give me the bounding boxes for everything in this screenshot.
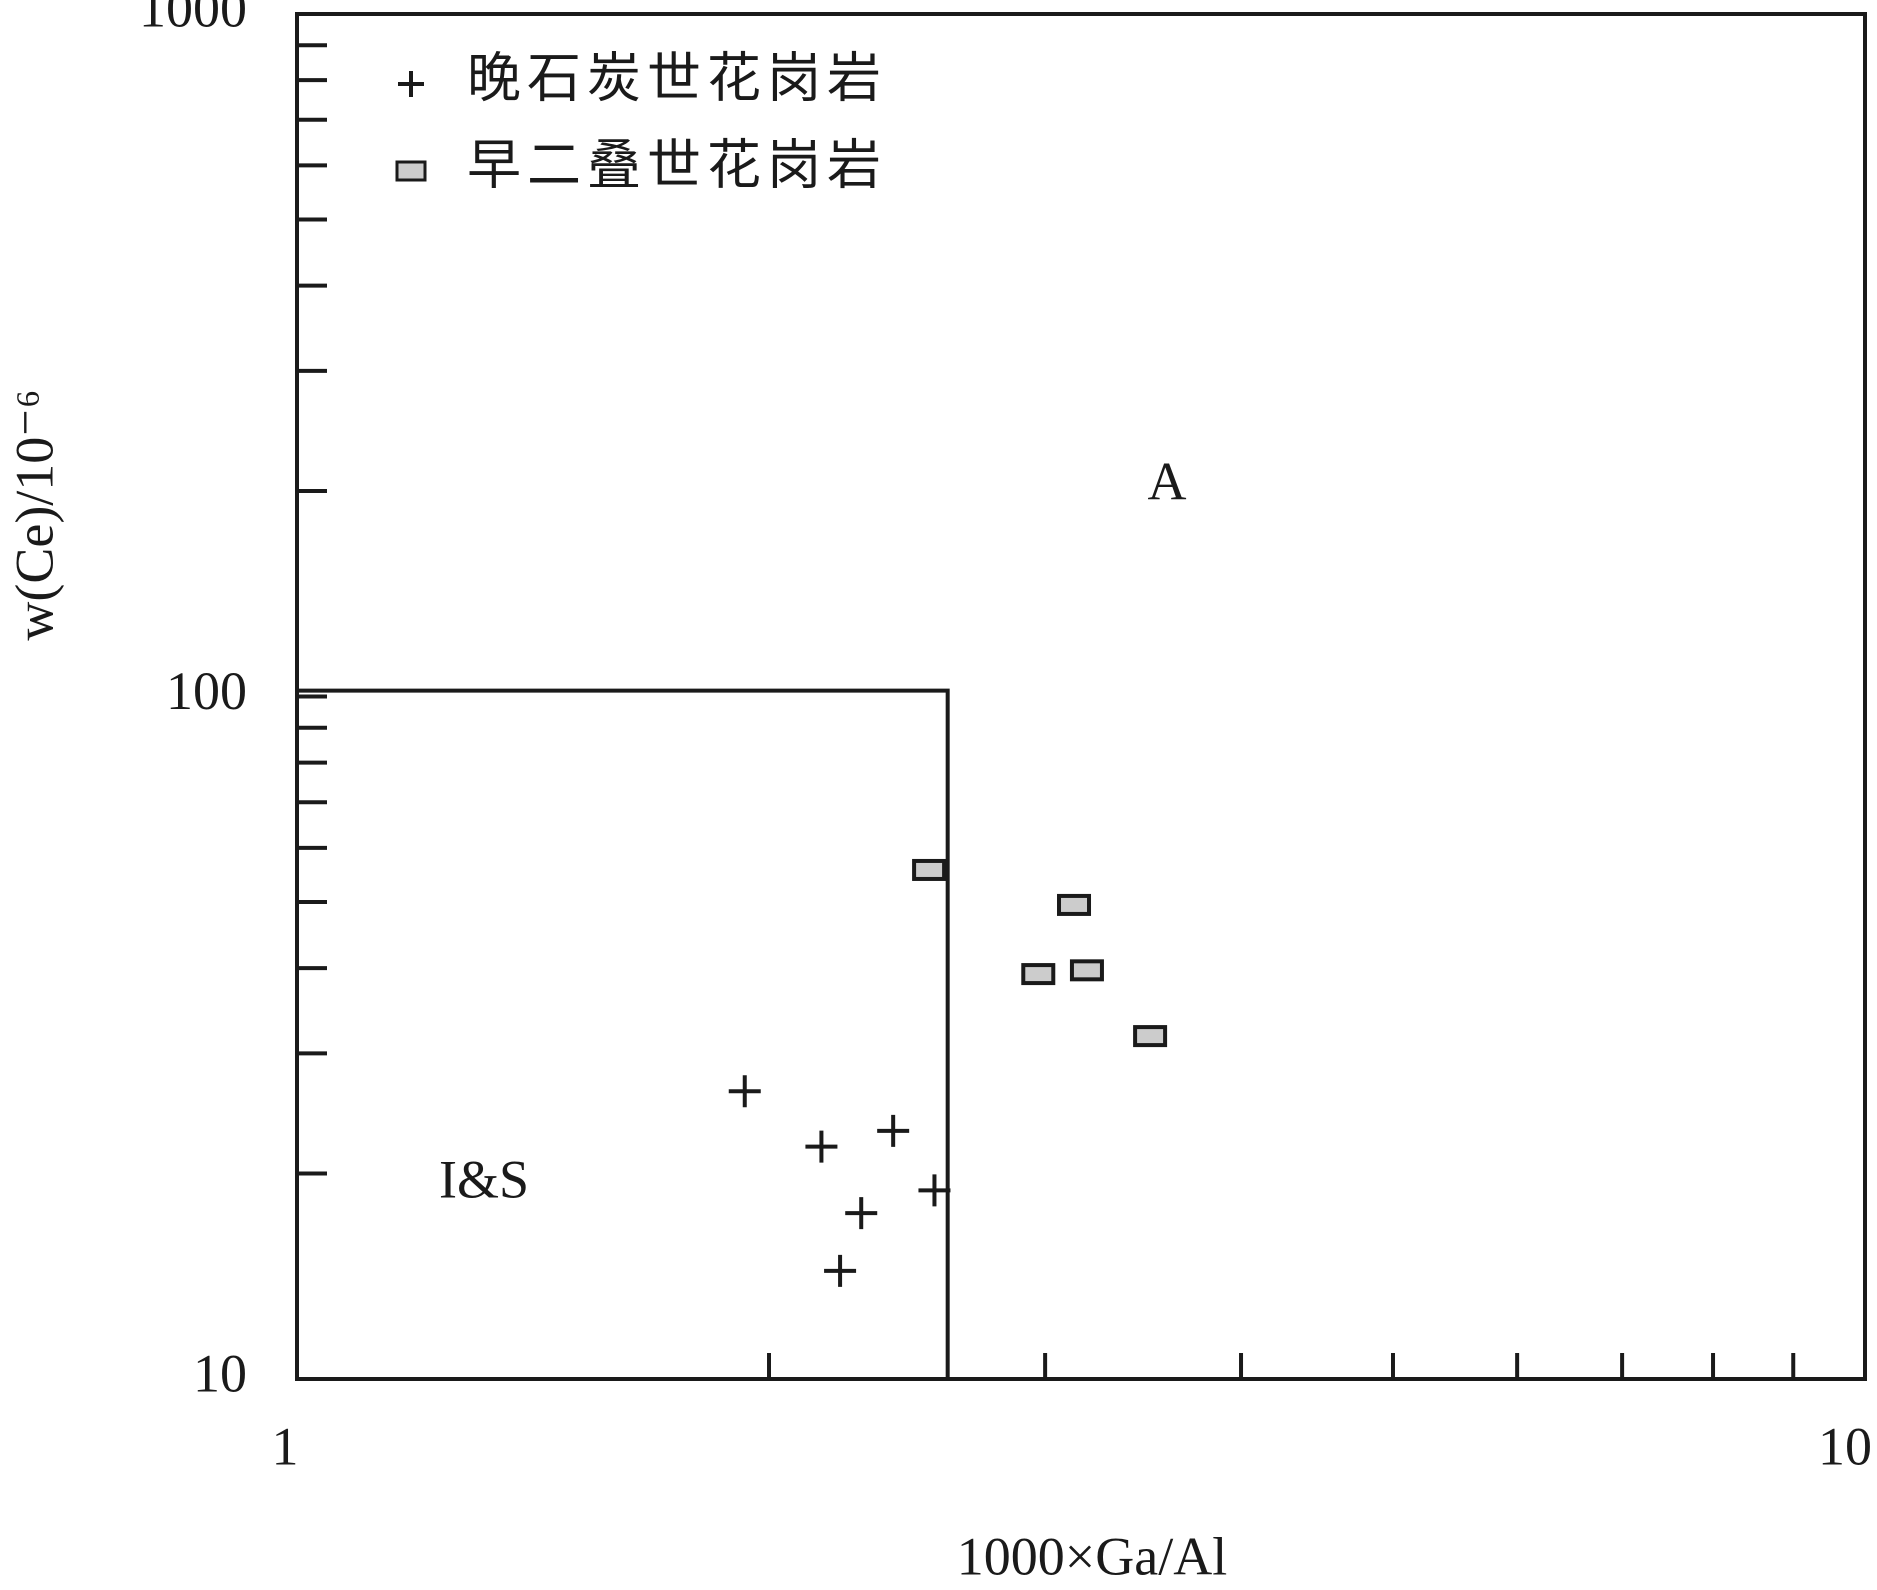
x-axis-title: 1000×Ga/Al [957,1526,1227,1586]
region-label: I&S [439,1149,529,1209]
legend-label: 早二叠世花岗岩 [467,135,887,195]
plus-marker [918,1174,951,1207]
y-tick-label: 1000 [139,0,247,38]
legend-marker [398,71,424,97]
rect-marker [912,858,947,881]
plus-marker [728,1075,761,1108]
y-axis-title: w(Ce)/10⁻⁶ [4,389,64,640]
plus-marker [824,1254,857,1287]
plot-frame [295,12,1867,1381]
x-tick-label: 1 [272,1416,299,1476]
rect-marker [1057,893,1092,916]
region-label: A [1148,451,1187,511]
rect-marker [1069,959,1104,982]
plus-marker [877,1114,910,1147]
plus-marker [805,1130,838,1163]
field-boundary [297,688,950,1379]
rect-marker [1133,1025,1168,1048]
legend-marker [395,160,427,182]
rect-marker [1021,963,1056,986]
x-tick-label: 10 [1818,1416,1872,1476]
plus-marker [845,1197,878,1230]
legend-label: 晚石炭世花岗岩 [467,48,887,108]
y-tick-label: 100 [166,661,247,721]
y-tick-label: 10 [193,1343,247,1403]
